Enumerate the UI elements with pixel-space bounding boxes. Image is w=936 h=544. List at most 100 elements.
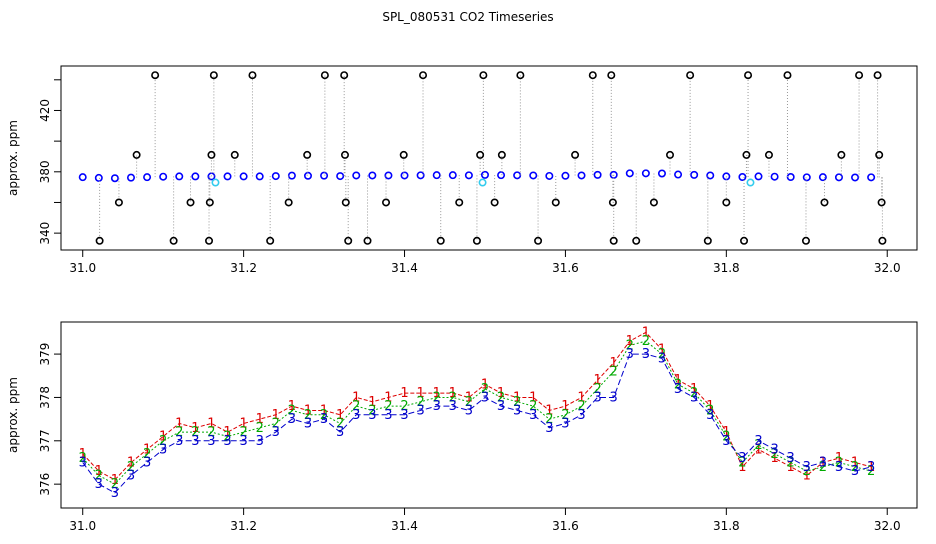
data-symbol: 3	[449, 399, 457, 414]
data-symbol: 3	[111, 486, 119, 501]
data-symbol: 2	[722, 429, 730, 444]
data-point	[207, 150, 216, 159]
data-symbol: 3	[79, 455, 87, 470]
x-tick-label: 31.8	[713, 519, 740, 533]
data-symbol: 1	[127, 455, 135, 470]
data-point	[191, 172, 200, 181]
data-symbol: 2	[288, 403, 296, 418]
data-symbol: 3	[256, 434, 264, 449]
data-symbol: 2	[304, 408, 312, 423]
y-axis-label: approx. ppm	[6, 377, 20, 453]
data-point	[875, 150, 884, 159]
data-point	[211, 178, 220, 187]
data-symbol: 2	[433, 390, 441, 405]
data-symbol: 1	[256, 412, 264, 427]
data-symbol: 2	[368, 403, 376, 418]
data-symbol: 3	[513, 403, 521, 418]
data-symbol: 3	[127, 468, 135, 483]
y-tick-label: 420	[38, 99, 52, 122]
data-symbol: 2	[336, 416, 344, 431]
x-tick-label: 31.6	[552, 519, 579, 533]
data-symbol: 3	[545, 421, 553, 436]
data-symbol: 1	[481, 377, 489, 392]
data-symbol: 2	[497, 390, 505, 405]
data-symbol: 3	[191, 434, 199, 449]
series-line	[82, 353, 872, 494]
data-point	[561, 171, 570, 180]
data-symbol: 3	[175, 434, 183, 449]
data-symbol: 3	[561, 416, 569, 431]
data-point	[432, 171, 441, 180]
x-tick-label: 31.0	[69, 519, 96, 533]
data-symbol: 1	[143, 442, 151, 457]
data-point	[837, 150, 846, 159]
data-symbol: 3	[626, 347, 634, 362]
data-point	[632, 236, 641, 245]
data-symbol: 1	[722, 425, 730, 440]
data-symbol: 2	[835, 455, 843, 470]
data-point	[744, 71, 753, 80]
data-point	[363, 236, 372, 245]
data-point	[497, 171, 506, 180]
data-symbol: 3	[835, 460, 843, 475]
data-symbol: 3	[754, 434, 762, 449]
data-point	[95, 236, 104, 245]
data-point	[151, 71, 160, 80]
data-symbol: 1	[787, 460, 795, 475]
data-point	[110, 174, 119, 183]
data-point	[820, 198, 829, 207]
data-symbol: 3	[497, 399, 505, 414]
data-symbol: 1	[851, 455, 859, 470]
data-point	[703, 236, 712, 245]
data-symbol: 1	[449, 386, 457, 401]
data-point	[608, 198, 617, 207]
data-point	[255, 172, 264, 181]
data-symbol: 2	[545, 412, 553, 427]
data-symbol: 3	[819, 455, 827, 470]
data-symbol: 3	[95, 477, 103, 492]
data-point	[738, 173, 747, 182]
data-symbol: 1	[835, 451, 843, 466]
data-symbol: 3	[851, 464, 859, 479]
data-symbol: 1	[754, 442, 762, 457]
data-point	[175, 172, 184, 181]
data-point	[320, 71, 329, 80]
data-symbol: 3	[690, 390, 698, 405]
data-symbol: 3	[143, 455, 151, 470]
data-symbol: 2	[819, 460, 827, 475]
data-symbol: 2	[577, 399, 585, 414]
data-symbol: 2	[754, 438, 762, 453]
data-symbol: 3	[207, 434, 215, 449]
data-point	[786, 173, 795, 182]
data-point	[284, 198, 293, 207]
data-symbol: 3	[352, 408, 360, 423]
data-point	[609, 236, 618, 245]
x-tick-label: 31.4	[391, 519, 418, 533]
data-point	[248, 71, 257, 80]
figure-title: SPL_080531 CO2 Timeseries	[382, 10, 553, 24]
data-symbol: 1	[593, 373, 601, 388]
data-symbol: 1	[770, 451, 778, 466]
data-point	[382, 198, 391, 207]
data-symbol: 3	[223, 434, 231, 449]
data-symbol: 1	[336, 408, 344, 423]
data-point	[303, 171, 312, 180]
data-symbol: 2	[207, 425, 215, 440]
data-symbol: 1	[497, 386, 505, 401]
data-point	[516, 71, 525, 80]
series-line	[82, 331, 872, 481]
data-symbol: 2	[159, 434, 167, 449]
data-point	[209, 71, 218, 80]
x-tick-label: 32.0	[874, 519, 901, 533]
data-point	[657, 169, 666, 178]
data-symbol: 2	[111, 477, 119, 492]
data-point	[126, 173, 135, 182]
data-point	[239, 172, 248, 181]
data-point	[169, 236, 178, 245]
data-symbol: 1	[529, 390, 537, 405]
data-symbol: 1	[400, 386, 408, 401]
data-symbol: 1	[79, 447, 87, 462]
data-symbol: 1	[223, 425, 231, 440]
data-symbol: 1	[706, 399, 714, 414]
